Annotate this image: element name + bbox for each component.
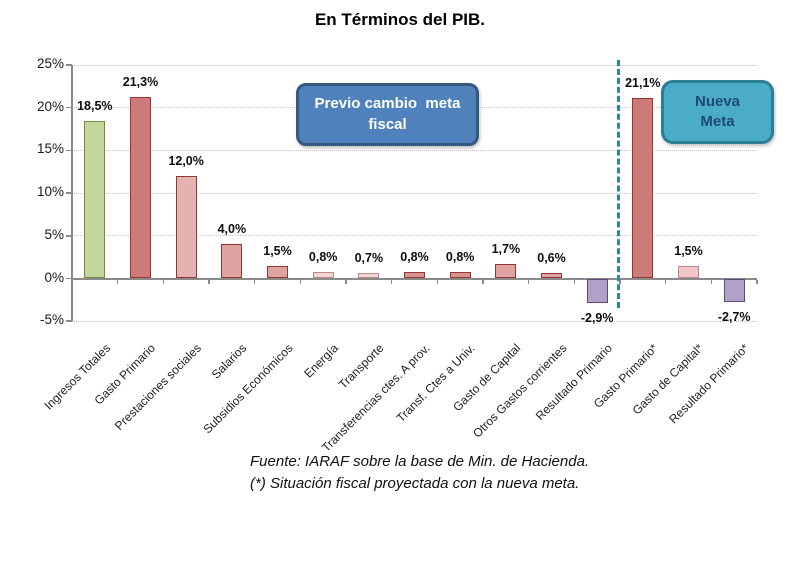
source-footnote: Fuente: IARAF sobre la base de Min. de H… xyxy=(250,451,589,495)
meta-divider-dashed-line xyxy=(617,60,620,308)
value-label: 12,0% xyxy=(168,154,204,169)
previo-cambio-meta-callout: Previo cambio meta fiscal xyxy=(296,83,479,146)
gridline xyxy=(72,149,757,151)
bar-13-gasto-primario xyxy=(632,98,654,279)
bar-10-gasto-de-capital xyxy=(495,263,517,279)
chart-title: En Términos del PIB. xyxy=(314,10,486,29)
y-axis-tick xyxy=(66,320,72,322)
source-line: Fuente: IARAF sobre la base de Min. de H… xyxy=(250,453,590,470)
x-axis-tick xyxy=(71,279,73,284)
value-label: 0,8% xyxy=(445,249,475,264)
value-label: 1,5% xyxy=(674,243,703,258)
x-axis-tick xyxy=(208,279,210,284)
bar-7-transporte xyxy=(358,272,380,279)
y-tick-label: 15% xyxy=(36,141,64,157)
x-axis-tick xyxy=(527,279,530,284)
value-label: 0,7% xyxy=(354,250,384,265)
y-axis-tick xyxy=(66,277,72,280)
y-tick-label: 20% xyxy=(36,98,64,114)
y-tick-label: 0% xyxy=(44,269,64,285)
y-tick-label: 10% xyxy=(36,184,64,200)
x-axis-tick xyxy=(482,279,484,284)
bar-11-otros-gastos-corrientes xyxy=(541,273,562,279)
value-label: 0,8% xyxy=(400,249,429,264)
bar-3-prestaciones-sociales xyxy=(175,176,197,279)
gridline xyxy=(72,192,757,194)
bar-2-gasto-primario xyxy=(130,96,151,279)
bar-14-gasto-de-capital xyxy=(678,265,699,279)
y-tick-label: -5% xyxy=(39,312,64,328)
y-tick-label: 25% xyxy=(36,56,64,71)
value-label: 0,6% xyxy=(537,251,566,266)
x-axis-tick xyxy=(253,279,256,284)
value-label: 21,1% xyxy=(625,76,661,91)
bar-4-salarios xyxy=(221,244,243,279)
x-axis-tick xyxy=(664,279,667,284)
value-label: 1,5% xyxy=(263,243,292,258)
y-axis-tick xyxy=(66,149,72,152)
x-axis-tick xyxy=(345,279,347,284)
nueva-meta-callout: Nueva Meta xyxy=(661,80,774,144)
value-label: -2,7% xyxy=(717,309,751,324)
value-label: 1,7% xyxy=(491,241,521,256)
category-label: Energía xyxy=(301,341,342,381)
value-label: 0,8% xyxy=(308,249,338,264)
x-axis-tick xyxy=(756,279,758,284)
x-axis-tick xyxy=(710,279,713,284)
y-axis xyxy=(71,65,73,322)
category-label: Subsidios Económicos xyxy=(200,341,296,437)
x-axis-tick xyxy=(390,279,393,284)
y-axis-tick xyxy=(66,64,72,66)
category-label: Prestaciones sociales xyxy=(112,341,205,433)
x-axis xyxy=(72,277,757,280)
nueva-meta-label: Nueva Meta xyxy=(694,92,741,130)
x-axis-tick xyxy=(436,279,439,284)
bar-6-energ-a xyxy=(312,271,334,279)
bar-12-resultado-primario xyxy=(586,278,608,304)
value-label: 4,0% xyxy=(217,222,247,237)
gridline xyxy=(72,235,757,237)
x-axis-tick xyxy=(573,279,576,284)
y-axis-tick xyxy=(66,106,72,109)
value-label: 18,5% xyxy=(77,98,113,113)
bar-5-subsidios-econ-micos xyxy=(267,265,288,279)
category-label: Salarios xyxy=(209,341,250,382)
x-axis-tick xyxy=(619,279,621,284)
gridline xyxy=(72,320,757,322)
bar-8-transferencias-ctes-a-prov xyxy=(404,271,425,279)
gridline xyxy=(72,64,757,66)
x-axis-tick xyxy=(116,279,119,284)
category-label: Transf. Ctes a Univ. xyxy=(394,341,479,425)
category-label: Resultado Primario* xyxy=(666,341,753,427)
x-axis-tick xyxy=(162,279,165,284)
bar-1-ingresos-totales xyxy=(84,120,106,279)
value-label: -2,9% xyxy=(580,311,614,326)
value-label: 21,3% xyxy=(122,74,159,89)
bar-9-transf-ctes-a-univ xyxy=(449,271,471,279)
previo-cambio-meta-label: Previo cambio meta fiscal xyxy=(314,95,461,133)
asterisk-note-line: (*) Situación fiscal proyectada con la n… xyxy=(250,475,580,492)
x-axis-tick xyxy=(299,279,302,284)
y-tick-label: 5% xyxy=(44,226,64,242)
category-label: Resultado Primario xyxy=(533,341,616,424)
bar-15-resultado-primario xyxy=(723,278,745,302)
y-axis-tick xyxy=(66,235,72,237)
y-axis-tick xyxy=(66,192,72,194)
